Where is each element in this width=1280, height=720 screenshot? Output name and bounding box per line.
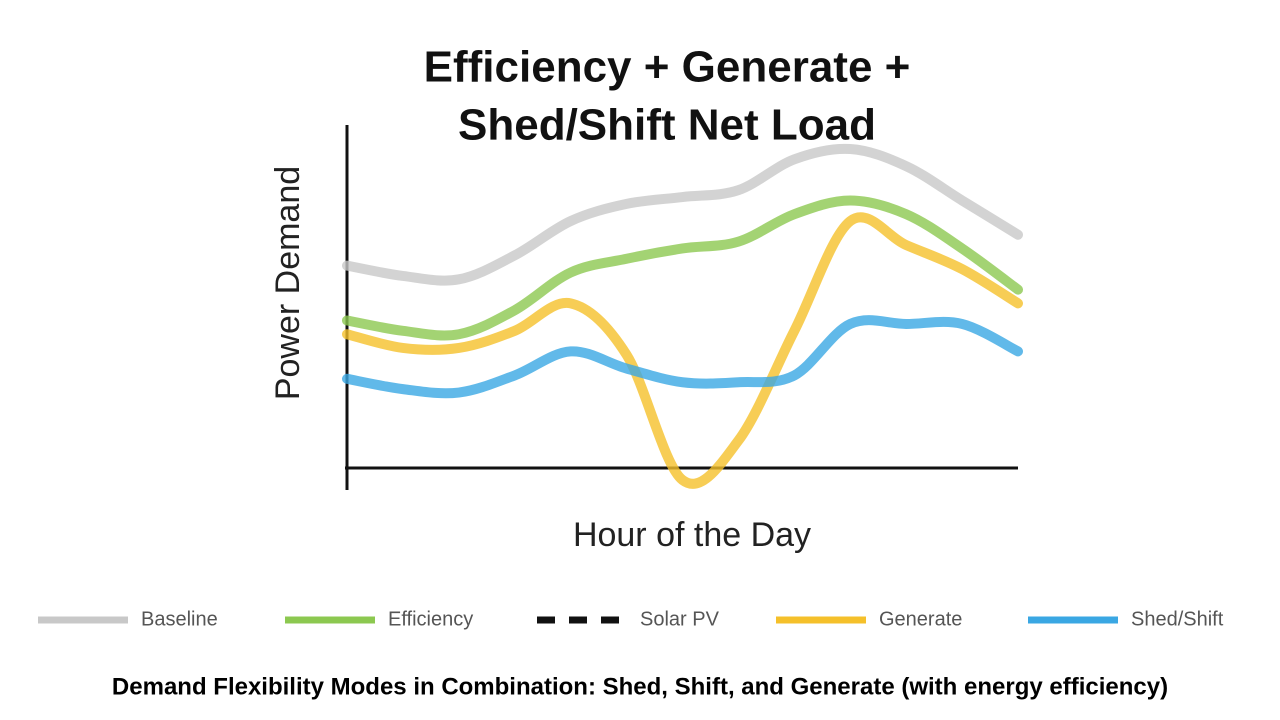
data-line (342, 195, 1023, 341)
legend-label: Efficiency (388, 608, 473, 630)
chart-title: Shed/Shift Net Load (458, 101, 876, 150)
legend-label: Shed/Shift (1131, 608, 1224, 630)
x-axis-label: Hour of the Day (573, 516, 811, 554)
data-line (342, 143, 1023, 286)
legend-label: Baseline (141, 608, 218, 630)
chart-title: Efficiency + Generate + (424, 43, 911, 92)
y-axis-label: Power Demand (269, 166, 307, 400)
legend-label: Generate (879, 608, 962, 630)
data-line (342, 212, 1023, 489)
data-line (342, 315, 1023, 399)
legend-label: Solar PV (640, 608, 720, 630)
caption: Demand Flexibility Modes in Combination:… (112, 673, 1168, 700)
